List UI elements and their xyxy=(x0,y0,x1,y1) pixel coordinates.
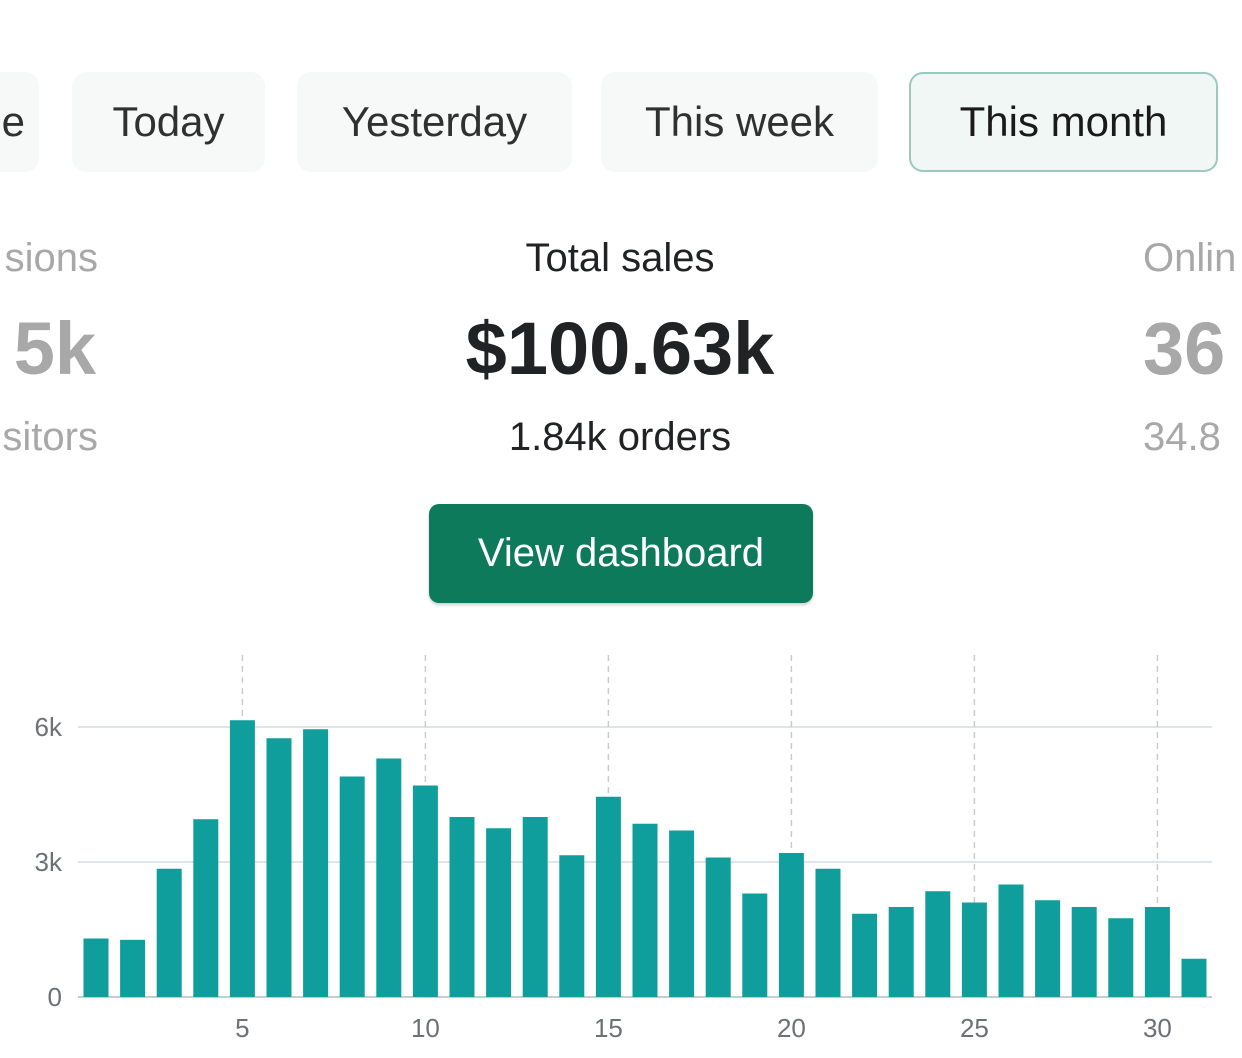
tab-label: This month xyxy=(959,98,1168,145)
bar-day-25 xyxy=(961,902,987,997)
bar-day-10 xyxy=(412,785,438,997)
sessions-metric-label: sions xyxy=(4,236,98,280)
bar-day-12 xyxy=(486,828,512,997)
bar-day-3 xyxy=(156,868,182,997)
bar-day-20 xyxy=(778,853,804,997)
bar-day-16 xyxy=(632,823,658,997)
bar-day-31 xyxy=(1181,958,1207,997)
bar-day-21 xyxy=(815,868,841,997)
bar-day-23 xyxy=(888,907,914,997)
daily-sales-chart: 0 3k 6k 5 10 15 20 25 30 xyxy=(35,655,1212,1043)
bar-day-7 xyxy=(303,729,329,997)
bar-day-28 xyxy=(1071,907,1097,997)
x-tick-label: 30 xyxy=(1143,1013,1172,1043)
online-store-metric-sub: 34.8 xyxy=(1143,415,1221,459)
bar-day-30 xyxy=(1144,907,1170,997)
bar-day-22 xyxy=(852,913,878,997)
bar-day-1 xyxy=(83,938,109,997)
bar-day-26 xyxy=(998,884,1024,997)
chart-bars xyxy=(83,720,1207,997)
online-store-metric-label: Onlin xyxy=(1143,236,1237,280)
bar-day-8 xyxy=(339,776,365,997)
tab-label: This week xyxy=(644,98,835,145)
orders-count: 1.84k orders xyxy=(508,415,732,459)
sessions-metric-value: 5k xyxy=(13,307,96,390)
bar-day-27 xyxy=(1035,900,1061,997)
bar-day-6 xyxy=(266,738,292,997)
bar-day-24 xyxy=(925,891,951,997)
tab-label: Yesterday xyxy=(341,98,528,145)
bar-day-14 xyxy=(559,855,585,997)
sessions-metric-sub: sitors xyxy=(2,415,98,459)
view-dashboard-button[interactable]: View dashboard xyxy=(429,504,813,603)
bar-day-2 xyxy=(120,939,146,997)
x-tick-label: 25 xyxy=(960,1013,989,1043)
x-tick-label: 15 xyxy=(594,1013,623,1043)
y-tick-label: 6k xyxy=(35,712,63,742)
tab-this-month[interactable]: This month xyxy=(909,72,1218,172)
tab-yesterday[interactable]: Yesterday xyxy=(297,72,572,172)
y-tick-label: 3k xyxy=(35,847,63,877)
tab-this-week[interactable]: This week xyxy=(601,72,878,172)
bar-day-4 xyxy=(193,819,219,997)
total-sales-value: $100.63k xyxy=(465,307,775,390)
bar-day-11 xyxy=(449,817,475,997)
bar-day-17 xyxy=(669,830,695,997)
y-tick-label: 0 xyxy=(48,982,62,1012)
bar-day-15 xyxy=(595,796,621,997)
chart-axis-labels: 0 3k 6k 5 10 15 20 25 30 xyxy=(35,712,1172,1043)
bar-day-9 xyxy=(376,758,402,997)
bar-day-19 xyxy=(742,893,768,997)
tab-label: Today xyxy=(112,98,225,145)
x-tick-label: 20 xyxy=(777,1013,806,1043)
online-store-metric-value: 36 xyxy=(1143,307,1226,390)
total-sales-label: Total sales xyxy=(525,236,715,280)
tab-today[interactable]: Today xyxy=(72,72,265,172)
bar-day-29 xyxy=(1108,918,1134,997)
bar-day-18 xyxy=(705,857,731,997)
bar-day-13 xyxy=(522,817,548,997)
x-tick-label: 5 xyxy=(235,1013,249,1043)
view-dashboard-label: View dashboard xyxy=(477,531,765,575)
tab-label: e xyxy=(1,98,25,145)
tab-previous-partial[interactable]: e xyxy=(0,72,39,172)
x-tick-label: 10 xyxy=(411,1013,440,1043)
bar-day-5 xyxy=(229,720,255,997)
